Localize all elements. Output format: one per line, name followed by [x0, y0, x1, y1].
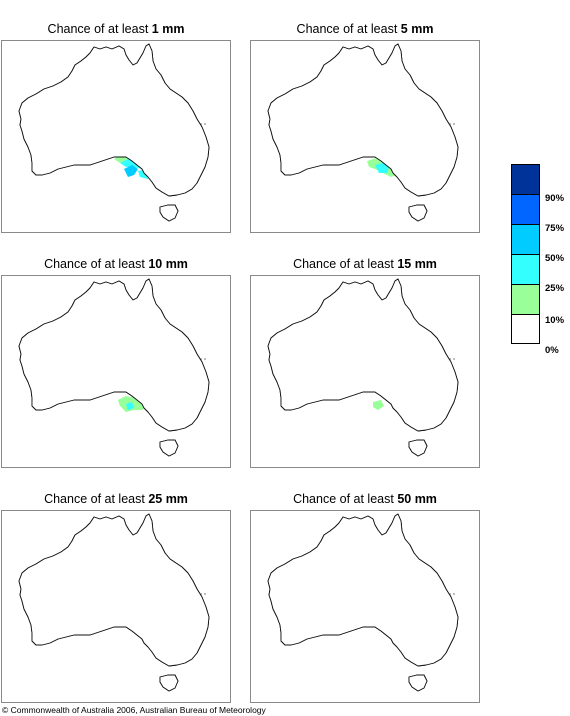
coastline	[18, 43, 210, 197]
copyright-notice: © Commonwealth of Australia 2006, Austra…	[2, 705, 266, 715]
panel-title-10mm: Chance of at least 10 mm	[44, 257, 188, 271]
tasmania-coastline	[408, 439, 428, 457]
rain-probability-region	[126, 402, 134, 410]
australia-map-25mm	[18, 513, 210, 692]
legend-label-75: 75%	[545, 223, 565, 234]
legend-label-50: 50%	[545, 253, 565, 264]
coastline	[18, 513, 210, 667]
legend-swatch-50	[511, 224, 540, 254]
tasmania-coastline	[159, 439, 179, 457]
rain-probability-region	[375, 163, 389, 173]
panel-title-1mm: Chance of at least 1 mm	[47, 22, 185, 36]
legend-swatch-0	[511, 314, 540, 344]
panel-title-15mm: Chance of at least 15 mm	[293, 257, 437, 271]
legend-label-25: 25%	[545, 283, 565, 294]
australia-map-5mm	[267, 43, 459, 222]
tasmania-coastline	[408, 674, 428, 692]
legend-label-10: 10%	[545, 315, 565, 326]
legend-swatch-25	[511, 254, 540, 284]
australia-map-10mm	[18, 278, 210, 457]
map-panel-25mm	[1, 510, 231, 703]
australia-map-50mm	[267, 513, 459, 692]
coastline	[267, 513, 459, 667]
legend-label-90: 90%	[545, 193, 565, 204]
australia-map-1mm	[18, 43, 210, 222]
coastline	[267, 43, 459, 197]
legend-swatch-10	[511, 284, 540, 314]
australia-map-15mm	[267, 278, 459, 457]
map-panel-5mm	[250, 40, 480, 233]
rain-probability-region	[373, 400, 384, 410]
map-panel-1mm	[1, 40, 231, 233]
legend-label-0: 0%	[545, 345, 559, 356]
legend-swatch-90	[511, 164, 540, 194]
panel-title-25mm: Chance of at least 25 mm	[44, 492, 188, 506]
tasmania-coastline	[159, 204, 179, 222]
map-panel-15mm	[250, 275, 480, 468]
coastline	[267, 278, 459, 432]
tasmania-coastline	[408, 204, 428, 222]
legend-swatch-75	[511, 194, 540, 224]
coastline	[18, 278, 210, 432]
panel-title-5mm: Chance of at least 5 mm	[296, 22, 434, 36]
rain-probability-region	[124, 165, 138, 177]
map-panel-50mm	[250, 510, 480, 703]
panel-title-50mm: Chance of at least 50 mm	[293, 492, 437, 506]
tasmania-coastline	[159, 674, 179, 692]
map-panel-10mm	[1, 275, 231, 468]
